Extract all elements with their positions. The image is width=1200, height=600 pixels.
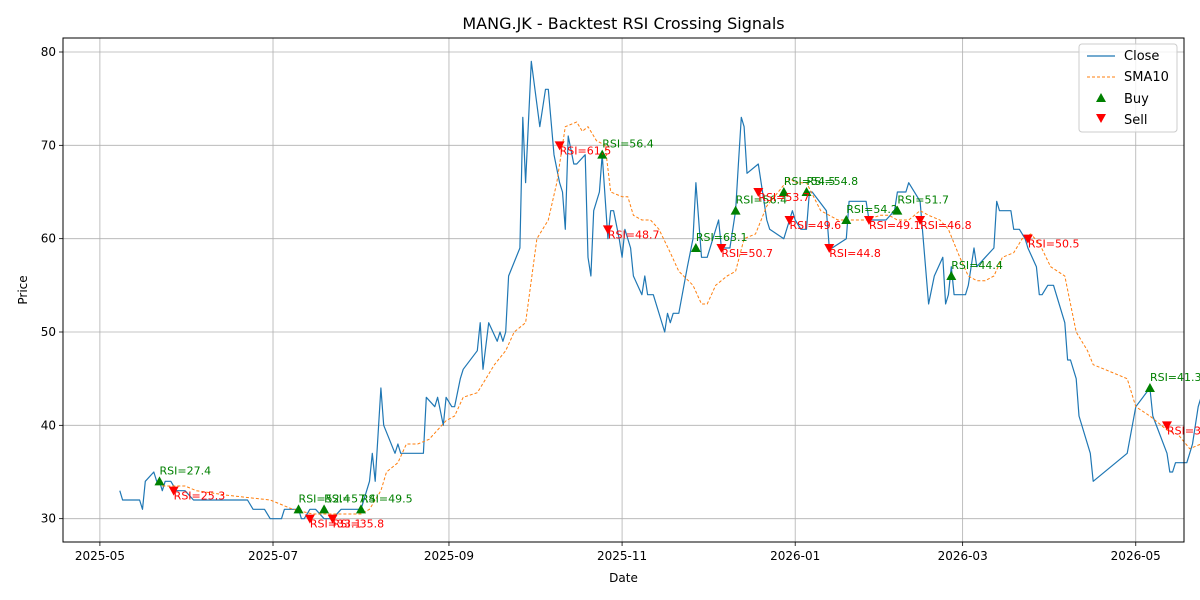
sell-annotation: RSI=49.6 bbox=[790, 219, 842, 232]
sell-annotation: RSI=33.1 bbox=[310, 518, 362, 531]
sell-annotation: RSI=49.1 bbox=[869, 219, 921, 232]
x-tick-label: 2026-03 bbox=[938, 549, 988, 563]
sma10-line bbox=[162, 121, 1200, 515]
buy-annotation: RSI=56.4 bbox=[602, 138, 654, 151]
buy-marker bbox=[946, 271, 957, 280]
legend-sell-marker bbox=[1096, 114, 1106, 123]
buy-annotation: RSI=27.4 bbox=[159, 464, 211, 477]
buy-annotation: RSI=52.4 bbox=[299, 492, 351, 505]
legend: Close SMA10 Buy Sell bbox=[1078, 43, 1178, 133]
buy-annotation: RSI=63.1 bbox=[696, 231, 748, 244]
buy-marker bbox=[778, 187, 789, 196]
x-tick-label: 2025-09 bbox=[424, 549, 474, 563]
legend-sell-label: Sell bbox=[1124, 113, 1147, 128]
buy-annotation: RSI=49.5 bbox=[361, 492, 413, 505]
buy-annotation: RSI=54.8 bbox=[807, 175, 859, 188]
sell-annotation: RSI=50.7 bbox=[721, 247, 773, 260]
sell-marker bbox=[602, 225, 613, 235]
sell-annotation: RSI=46.8 bbox=[920, 219, 972, 232]
legend-sma-label: SMA10 bbox=[1124, 70, 1169, 85]
x-axis-label: Date bbox=[609, 571, 638, 585]
legend-close-label: Close bbox=[1124, 49, 1159, 64]
sell-marker bbox=[753, 188, 764, 197]
buy-marker bbox=[690, 243, 701, 252]
buy-annotation: RSI=56.4 bbox=[736, 194, 788, 207]
buy-marker bbox=[293, 504, 304, 514]
sell-annotation: RSI=25.3 bbox=[174, 490, 226, 503]
sell-marker bbox=[1161, 421, 1172, 431]
axis-ticks: 2025-05 2025-07 2025-09 2025-11 2026-01 2026-… bbox=[41, 45, 1161, 563]
sell-annotation: RSI=44.8 bbox=[829, 247, 881, 260]
sell-annotation: RSI=50.5 bbox=[1028, 238, 1080, 251]
sell-marker bbox=[168, 486, 179, 496]
grid-lines bbox=[63, 38, 1184, 542]
y-tick-label: 50 bbox=[41, 325, 56, 339]
x-tick-label: 2025-05 bbox=[75, 549, 125, 563]
legend-buy-label: Buy bbox=[1124, 92, 1149, 107]
buy-marker bbox=[355, 504, 366, 514]
sell-marker bbox=[784, 216, 795, 225]
buy-annotation: RSI=54.5 bbox=[784, 175, 836, 188]
buy-marker bbox=[841, 215, 852, 224]
sell-marker bbox=[554, 141, 565, 151]
x-tick-label: 2026-05 bbox=[1111, 549, 1161, 563]
sell-marker bbox=[863, 216, 874, 225]
sell-annotation: RSI=61.5 bbox=[560, 144, 612, 157]
x-tick-label: 2025-07 bbox=[248, 549, 298, 563]
y-tick-label: 60 bbox=[41, 232, 56, 246]
buy-marker bbox=[319, 504, 330, 514]
sell-annotation: RSI=53.7 bbox=[758, 191, 810, 204]
sell-annotation: RSI=35.8 bbox=[333, 518, 385, 531]
sell-marker bbox=[1022, 234, 1033, 244]
buy-annotation: RSI=54.2 bbox=[846, 203, 898, 216]
legend-box bbox=[1078, 43, 1178, 133]
buy-annotation: RSI=44.4 bbox=[951, 259, 1003, 272]
sell-marker bbox=[716, 244, 727, 253]
sell-marker bbox=[824, 244, 835, 253]
sell-marker bbox=[327, 514, 338, 524]
y-tick-label: 30 bbox=[41, 512, 56, 526]
buy-marker bbox=[892, 205, 903, 215]
x-tick-label: 2025-11 bbox=[597, 549, 647, 563]
plot-frame bbox=[62, 37, 1185, 543]
legend-buy-marker bbox=[1096, 93, 1106, 102]
sell-annotation: RSI=48.7 bbox=[608, 228, 660, 241]
buy-marker bbox=[801, 187, 812, 196]
chart-title: MANG.JK - Backtest RSI Crossing Signals bbox=[462, 14, 784, 33]
y-tick-label: 40 bbox=[41, 418, 56, 432]
y-tick-label: 80 bbox=[41, 45, 56, 59]
sell-marker bbox=[304, 514, 315, 524]
y-tick-label: 70 bbox=[41, 138, 56, 152]
sell-annotation: RSI=36.4 bbox=[1167, 424, 1200, 437]
x-tick-label: 2026-01 bbox=[770, 549, 820, 563]
buy-annotation: RSI=51.7 bbox=[897, 194, 949, 207]
sell-marker bbox=[915, 216, 926, 225]
buy-annotation: RSI=41.3 bbox=[1150, 371, 1200, 384]
y-axis-label: Price bbox=[16, 275, 30, 304]
buy-marker bbox=[730, 205, 741, 215]
buy-marker bbox=[154, 476, 165, 486]
buy-marker bbox=[1144, 383, 1155, 392]
buy-marker bbox=[597, 149, 608, 159]
buy-annotation: RSI=57.4 bbox=[324, 492, 376, 505]
